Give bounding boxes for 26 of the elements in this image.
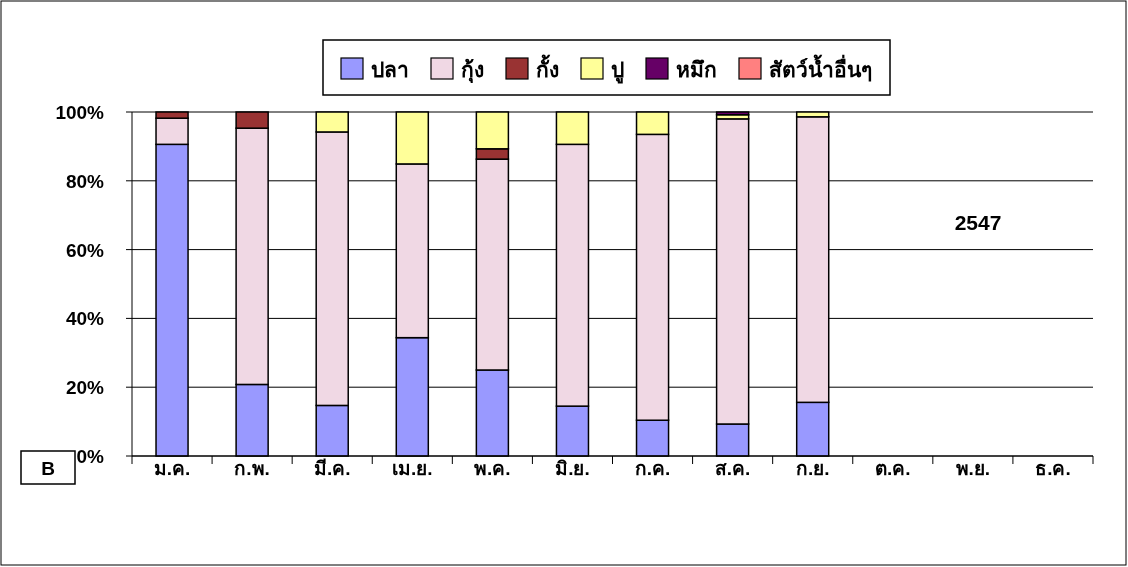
y-tick-label: 80% [65, 170, 105, 192]
x-tick-label: พ.ย. [955, 458, 991, 479]
legend-label: ปลา [371, 58, 409, 81]
x-tick-label: ม.ค. [153, 458, 191, 479]
x-tick-label: มิ.ย. [555, 458, 590, 479]
legend-label: ปู [611, 58, 624, 84]
x-tick-label: ส.ค. [714, 458, 751, 479]
y-tick-label: 40% [65, 308, 105, 330]
y-tick-label: 60% [65, 239, 105, 261]
legend-label: หมึก [676, 58, 717, 81]
x-tick-label: พ.ค. [474, 458, 511, 479]
x-tick-label: เม.ย. [392, 458, 433, 479]
x-tick-label: มี.ค. [313, 458, 351, 479]
text: B [41, 458, 55, 479]
x-tick-label: ต.ค. [875, 458, 911, 479]
x-tick-label: ก.พ. [234, 458, 270, 479]
legend-label: กุ้ง [461, 58, 484, 84]
y-tick-label: 20% [65, 377, 105, 399]
annotation: 2547 [954, 211, 1002, 234]
x-tick-label: ธ.ค. [1035, 458, 1071, 479]
y-tick-label: 100% [55, 102, 105, 123]
legend-label: กั้ง [536, 54, 559, 81]
x-tick-label: ก.ค. [634, 458, 671, 479]
legend-label: สัตว์น้ำอื่นๆ [769, 54, 872, 82]
y-tick-label: 0% [76, 446, 105, 467]
x-tick-label: ก.ย. [795, 458, 830, 479]
